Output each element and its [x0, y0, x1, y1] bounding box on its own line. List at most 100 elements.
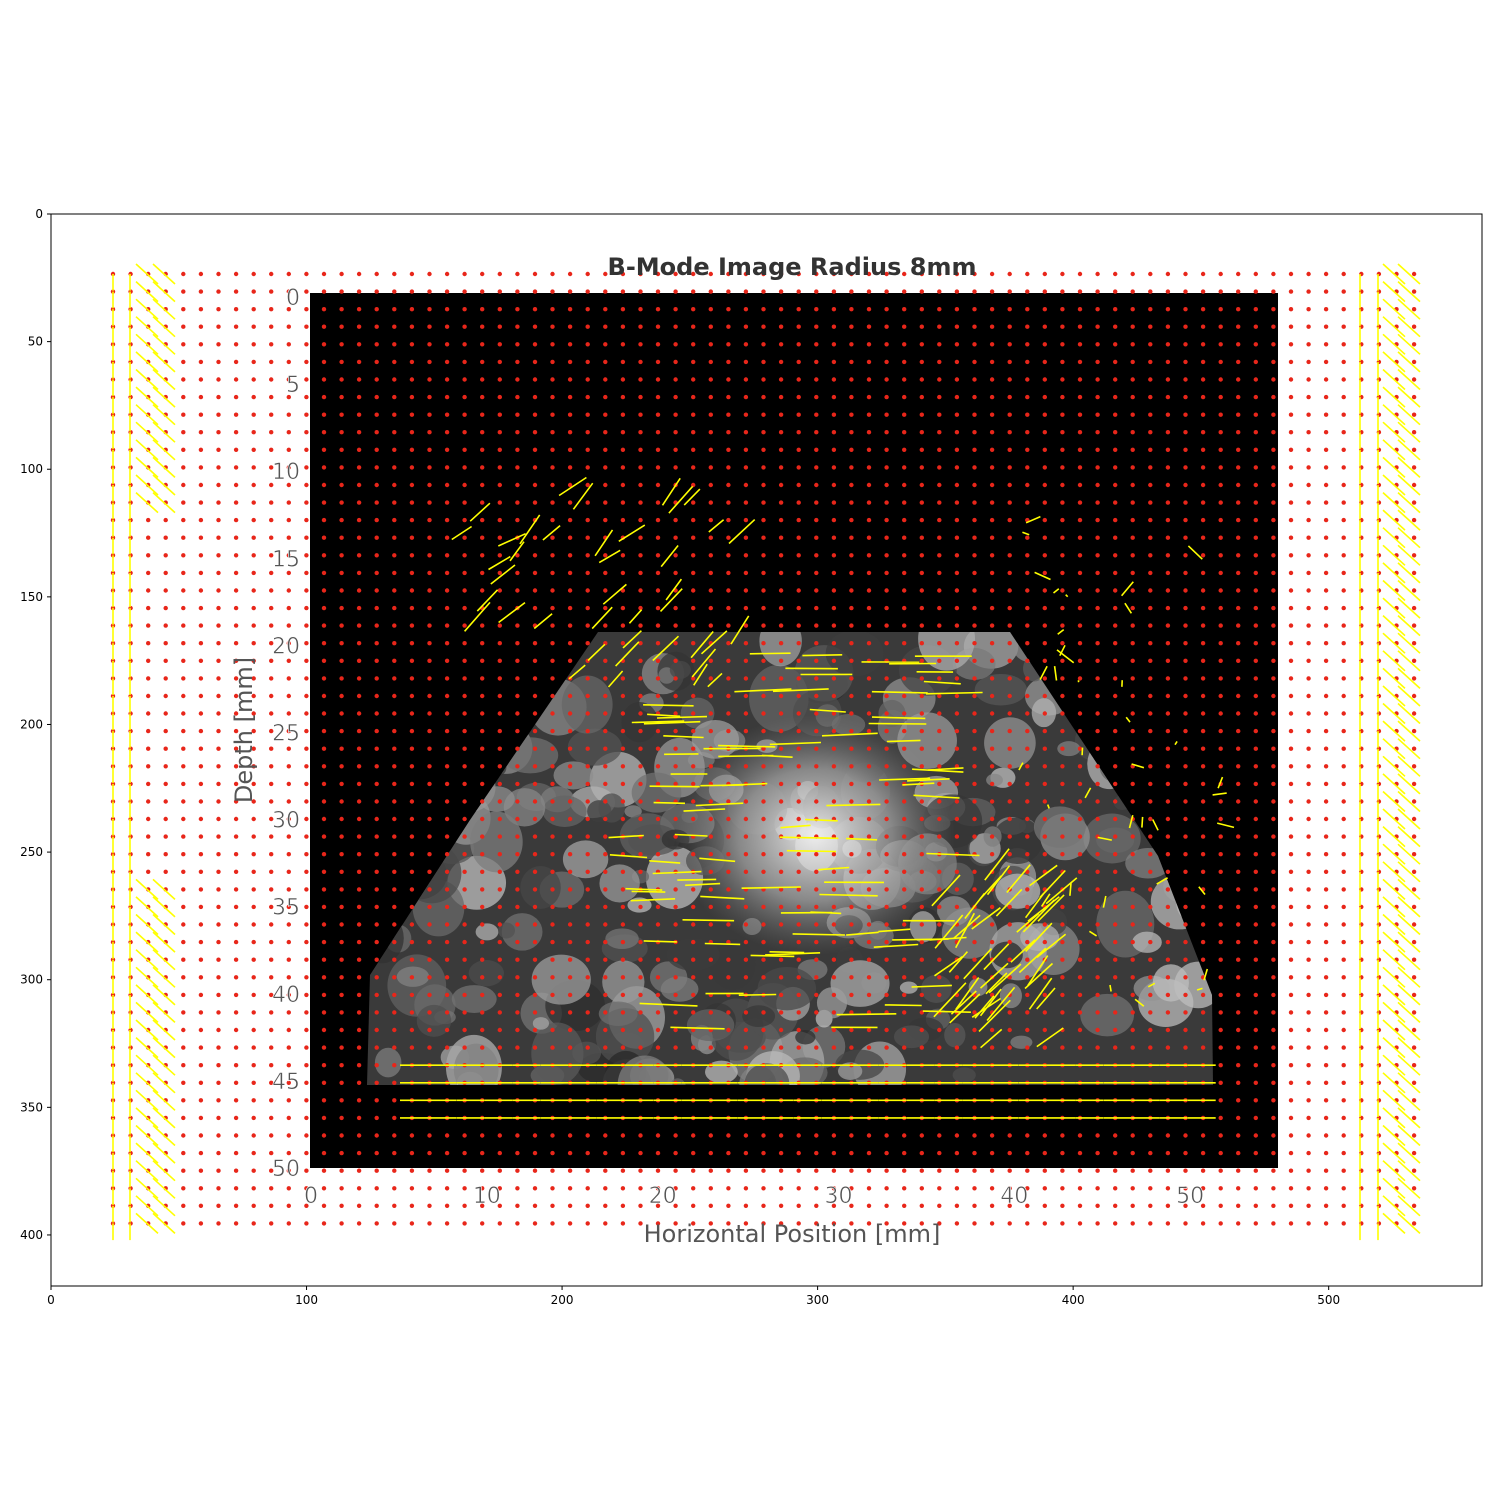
grid-marker	[427, 869, 432, 874]
grid-marker	[251, 922, 256, 927]
grid-marker	[1025, 693, 1030, 699]
grid-marker	[286, 728, 291, 734]
grid-marker	[673, 605, 678, 611]
grid-marker	[673, 834, 678, 839]
grid-marker	[1200, 535, 1206, 540]
grid-marker	[567, 1027, 573, 1033]
edge-diagonal-arrow	[1382, 597, 1406, 619]
grid-marker	[356, 289, 362, 294]
edge-diagonal-arrow	[1397, 316, 1421, 338]
grid-marker	[110, 500, 116, 505]
grid-marker	[1042, 1045, 1048, 1050]
grid-marker	[392, 992, 397, 998]
grid-marker	[181, 1150, 186, 1156]
edge-diagonal-arrow	[1382, 421, 1406, 443]
grid-marker	[374, 939, 379, 945]
grid-marker	[392, 570, 397, 576]
grid-marker	[954, 781, 960, 787]
grid-marker	[251, 1010, 256, 1015]
grid-marker	[1411, 904, 1417, 910]
grid-marker	[866, 992, 872, 998]
grid-marker	[339, 799, 344, 804]
grid-marker	[1060, 904, 1065, 910]
grid-marker	[1323, 711, 1329, 716]
edge-diagonal-arrow	[1382, 913, 1406, 936]
grid-marker	[427, 570, 432, 576]
grid-marker	[1306, 676, 1311, 681]
grid-marker	[1130, 1133, 1135, 1138]
grid-marker	[603, 394, 608, 400]
grid-marker	[726, 1150, 731, 1156]
grid-marker	[1095, 1203, 1100, 1209]
grid-marker	[567, 1045, 573, 1050]
grid-marker	[954, 746, 960, 751]
grid-marker	[1341, 342, 1346, 347]
grid-marker	[761, 307, 766, 312]
grid-marker	[761, 535, 766, 540]
outer-ticks	[47, 213, 1330, 1290]
grid-marker	[726, 324, 731, 329]
grid-marker	[532, 394, 538, 400]
edge-diagonal-arrow	[1397, 509, 1421, 531]
grid-marker	[409, 1027, 415, 1033]
grid-marker	[550, 447, 555, 452]
grid-marker	[216, 781, 221, 787]
grid-marker	[691, 816, 696, 822]
grid-marker	[1113, 412, 1118, 417]
grid-marker	[1306, 517, 1311, 523]
grid-marker	[1183, 289, 1188, 294]
speckle	[531, 954, 591, 1005]
grid-marker	[1042, 447, 1048, 452]
grid-marker	[673, 377, 678, 382]
grid-marker	[726, 869, 731, 874]
grid-marker	[1165, 834, 1171, 839]
grid-marker	[1341, 307, 1346, 312]
motion-arrow	[652, 635, 680, 662]
grid-marker	[550, 359, 555, 365]
grid-marker	[356, 1010, 362, 1015]
grid-marker	[708, 975, 713, 980]
grid-marker	[480, 465, 485, 470]
grid-marker	[1042, 939, 1048, 945]
grid-marker	[1323, 588, 1329, 593]
grid-marker	[444, 1027, 450, 1033]
grid-marker	[778, 623, 784, 628]
edge-diagonal-arrow	[1397, 1177, 1421, 1199]
grid-marker	[954, 799, 960, 804]
grid-marker	[356, 1203, 362, 1209]
grid-marker	[989, 359, 995, 365]
grid-marker	[1200, 939, 1206, 945]
grid-marker	[989, 412, 995, 417]
grid-marker	[515, 816, 520, 822]
grid-marker	[339, 1133, 344, 1138]
grid-marker	[567, 869, 573, 874]
grid-marker	[1411, 728, 1417, 734]
grid-marker	[198, 535, 204, 540]
grid-marker	[638, 746, 643, 751]
grid-marker	[708, 465, 713, 470]
grid-marker	[1323, 816, 1329, 822]
grid-marker	[181, 482, 186, 488]
grid-marker	[304, 1098, 309, 1103]
grid-marker	[1130, 570, 1135, 576]
grid-marker	[620, 271, 626, 277]
grid-marker	[567, 887, 573, 892]
grid-marker	[1130, 430, 1135, 435]
grid-marker	[1253, 992, 1259, 998]
grid-marker	[1095, 430, 1100, 435]
grid-marker	[1306, 1063, 1311, 1068]
grid-marker	[831, 728, 837, 734]
grid-marker	[532, 869, 538, 874]
grid-marker	[954, 1045, 960, 1050]
speckle	[878, 699, 906, 728]
grid-marker	[409, 869, 415, 874]
grid-marker	[1323, 324, 1329, 329]
grid-marker	[937, 1168, 942, 1173]
grid-marker	[673, 1027, 678, 1033]
grid-marker	[989, 447, 995, 452]
grid-marker	[972, 465, 977, 470]
grid-marker	[1130, 781, 1135, 787]
grid-marker	[849, 799, 854, 804]
grid-marker	[1183, 939, 1188, 945]
grid-marker	[726, 1203, 731, 1209]
